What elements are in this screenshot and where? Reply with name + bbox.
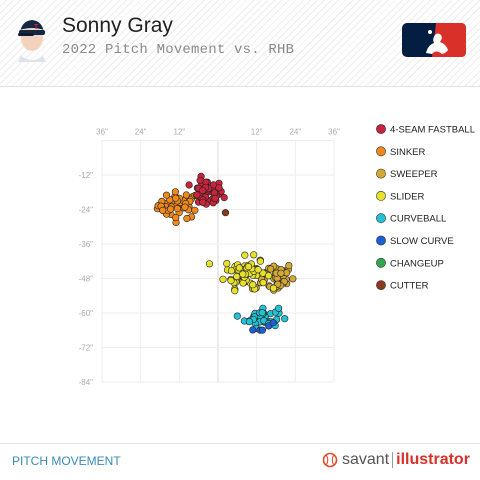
pitch-point-sweeper xyxy=(285,262,293,270)
player-name: Sonny Gray xyxy=(62,14,173,37)
brand-divider xyxy=(392,452,394,468)
pitch-point-sinker xyxy=(159,206,167,214)
pitch-movement-chart: 36" 24" 12" 12" 24" 36" -12" -24" -36" -48" -60" -7… xyxy=(79,124,475,387)
y-tick-label: -84" xyxy=(79,378,94,387)
pitch-point-4-seam-fastball xyxy=(211,194,219,202)
pitch-point-sinker xyxy=(171,188,179,196)
legend-swatch-slider xyxy=(376,191,386,201)
y-tick-label: -36" xyxy=(79,240,94,249)
header: T Sonny Gray 2022 Pitch Movement vs. RHB xyxy=(0,0,480,86)
pitch-point-slider xyxy=(254,266,262,274)
pitch-point-curveball xyxy=(258,309,266,317)
legend-label-curveball: CURVEBALL xyxy=(390,214,446,225)
pitch-point-sinker xyxy=(162,191,171,199)
savant-illustrator-logo: savant illustrator xyxy=(322,449,470,471)
x-tick-label: 24" xyxy=(289,128,301,137)
pitch-point-slow-curve xyxy=(258,326,267,334)
pitch-point-cutter xyxy=(221,209,230,217)
legend-swatch-changeup xyxy=(376,257,386,268)
pitch-point-4-seam-fastball xyxy=(220,193,228,202)
pitch-point-sinker xyxy=(182,191,190,199)
pitch-point-curveball xyxy=(275,304,283,312)
legend-swatch-sweeper xyxy=(376,168,386,179)
legend-swatch-cutter xyxy=(376,280,386,290)
pitch-point-slider xyxy=(227,277,235,285)
player-headshot: T xyxy=(18,20,46,62)
legend-label-slider: SLIDER xyxy=(390,191,424,202)
pitch-point-slow-curve xyxy=(269,319,277,327)
pitch-point-slider xyxy=(231,287,239,295)
pitch-point-sinker xyxy=(183,214,191,223)
x-tick-label: 36" xyxy=(328,128,340,137)
legend-label-4-seam-fastball: 4-SEAM FASTBALL xyxy=(390,125,475,136)
brand-illustrator: illustrator xyxy=(396,451,470,468)
y-tick-label: -48" xyxy=(79,275,94,284)
pitch-point-curveball xyxy=(245,318,253,326)
y-tick-label: -12" xyxy=(79,171,94,180)
pitch-point-4-seam-fastball xyxy=(185,181,193,189)
pitch-point-slider xyxy=(239,270,247,278)
pitch-point-4-seam-fastball xyxy=(199,186,207,195)
pitch-point-slider xyxy=(219,275,227,283)
baseball-icon xyxy=(322,452,338,468)
pitch-point-sweeper xyxy=(267,265,275,273)
pitch-point-sinker xyxy=(172,194,180,202)
x-tick-label: 36" xyxy=(96,128,108,137)
pitch-point-sinker xyxy=(191,206,199,214)
legend-swatch-4-seam-fastball xyxy=(376,124,386,134)
legend-label-slow-curve: SLOW CURVE xyxy=(390,236,454,247)
x-tick-label: 24" xyxy=(135,128,147,137)
pitch-point-slider xyxy=(227,267,235,275)
pitch-point-slider xyxy=(249,281,257,289)
pitch-point-slider xyxy=(235,264,243,272)
pitch-point-slider xyxy=(233,272,241,281)
pitch-point-sinker xyxy=(172,213,180,222)
y-tick-label: -60" xyxy=(79,309,94,318)
svg-text:T: T xyxy=(34,24,39,31)
x-tick-label: 12" xyxy=(173,128,185,137)
pitch-point-4-seam-fastball xyxy=(199,198,207,206)
legend-label-changeup: CHANGEUP xyxy=(390,258,444,269)
legend-label-sweeper: SWEEPER xyxy=(390,169,438,180)
pitch-point-slow-curve xyxy=(249,326,257,334)
legend-swatch-sinker xyxy=(376,146,386,157)
pitch-point-slider xyxy=(265,272,273,280)
pitch-point-4-seam-fastball xyxy=(215,184,223,192)
pitch-point-4-seam-fastball xyxy=(193,191,201,199)
legend-label-cutter: CUTTER xyxy=(390,281,429,292)
pitch-point-slider xyxy=(259,279,267,287)
pitch-point-sweeper xyxy=(289,275,297,283)
mlb-logo xyxy=(402,23,466,57)
pitch-point-slider xyxy=(250,251,258,259)
pitch-point-curveball xyxy=(233,312,241,320)
pitch-point-slider xyxy=(239,279,247,287)
pitch-point-sweeper xyxy=(277,269,285,277)
pitch-point-slider xyxy=(269,284,278,292)
pitch-movement-link[interactable]: PITCH MOVEMENT xyxy=(12,454,121,468)
y-tick-label: -72" xyxy=(79,344,94,353)
chart-subtitle: 2022 Pitch Movement vs. RHB xyxy=(62,42,295,58)
x-tick-label: 12" xyxy=(251,128,263,137)
pitch-point-curveball xyxy=(281,315,289,323)
pitch-point-slider xyxy=(223,260,231,268)
pitch-point-slider xyxy=(256,257,265,265)
legend-swatch-curveball xyxy=(376,213,386,224)
brand-savant: savant xyxy=(342,451,390,468)
pitch-point-slider xyxy=(244,263,253,271)
chart-panel: 36" 24" 12" 12" 24" 36" -12" -24" -36" -48" -60" -7… xyxy=(0,86,480,444)
legend-label-sinker: SINKER xyxy=(390,147,426,158)
pitch-point-sinker xyxy=(181,203,189,211)
pitch-point-slider xyxy=(205,260,214,268)
pitch-point-sinker xyxy=(173,204,181,213)
pitch-point-slider xyxy=(241,251,249,259)
pitch-point-4-seam-fastball xyxy=(196,176,204,184)
y-tick-label: -24" xyxy=(79,206,94,215)
legend-swatch-slow-curve xyxy=(376,235,386,246)
pitch-point-sinker xyxy=(167,205,175,213)
